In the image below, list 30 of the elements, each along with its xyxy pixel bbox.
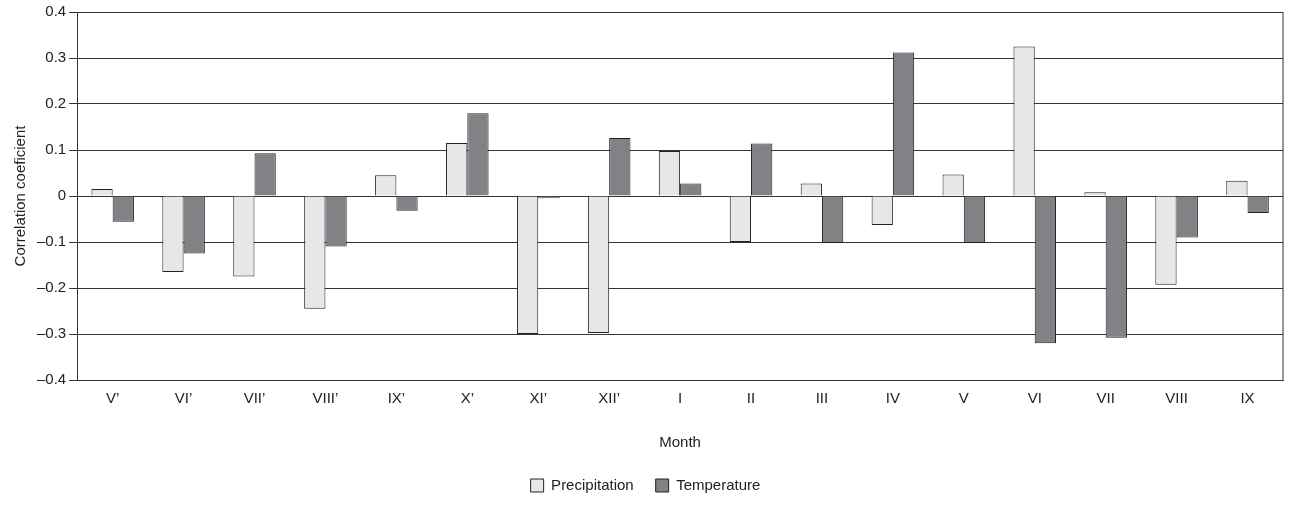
x-tick-label: V (958, 389, 969, 407)
x-tick-label: IX (1240, 389, 1255, 407)
x-tick-label: IV (885, 389, 900, 407)
y-tick-label: –0.4 (36, 370, 67, 388)
y-tick-label: 0.1 (45, 140, 67, 158)
y-tick-label: 0.4 (45, 2, 67, 20)
x-tick-label: VII (1096, 389, 1115, 407)
x-tick-label: XII’ (598, 389, 621, 407)
x-tick-label: XI’ (529, 389, 547, 407)
x-tick-label: V’ (105, 389, 120, 407)
y-axis-title: Correlation coeficient (11, 124, 29, 267)
legend-label: Precipitation (551, 475, 634, 493)
y-tick-label: 0.2 (45, 94, 67, 112)
x-tick-label: I (678, 389, 683, 407)
legend-label: Temperature (676, 475, 761, 493)
x-tick-label: VIII (1165, 389, 1188, 407)
x-tick-label: X’ (460, 389, 474, 407)
y-tick-label: 0 (57, 186, 67, 204)
x-axis-title: Month (659, 433, 701, 451)
x-tick-label: II (746, 389, 756, 407)
x-tick-label: III (815, 389, 829, 407)
x-tick-label: VIII’ (312, 389, 339, 407)
y-tick-label: –0.2 (36, 278, 67, 296)
y-tick-label: –0.3 (36, 324, 67, 342)
y-tick-label: 0.3 (45, 48, 67, 66)
x-tick-label: IX’ (387, 389, 406, 407)
y-tick-label: –0.1 (36, 232, 67, 250)
x-tick-label: VI (1027, 389, 1042, 407)
x-tick-label: VI’ (174, 389, 193, 407)
x-tick-label: VII’ (243, 389, 266, 407)
